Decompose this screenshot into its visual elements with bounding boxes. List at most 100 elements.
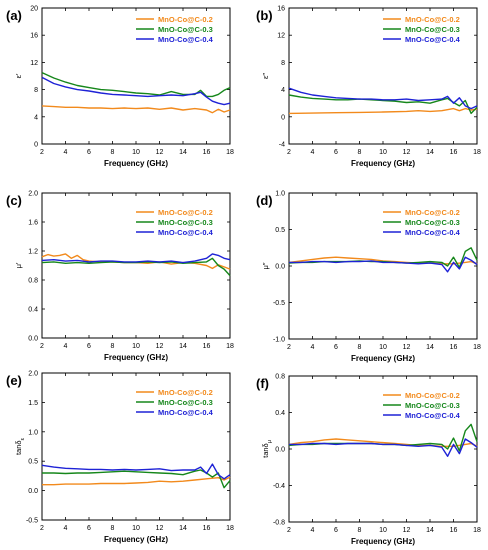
y-tick-label: 4 — [34, 114, 38, 121]
x-axis-label: Frequency (GHz) — [351, 537, 415, 546]
y-tick-label: -0.5 — [26, 518, 38, 525]
y-tick-label: 1.0 — [28, 429, 38, 436]
x-tick-label: 18 — [226, 525, 234, 532]
x-tick-label: 6 — [87, 149, 91, 156]
x-axis-label: Frequency (GHz) — [104, 535, 168, 544]
x-tick-label: 12 — [403, 344, 411, 351]
series-line — [41, 76, 231, 106]
x-tick-label: 14 — [179, 525, 187, 532]
legend-label: MnO-Co@C-0.4 — [158, 408, 214, 417]
x-tick-label: 10 — [132, 149, 140, 156]
series-line — [41, 105, 231, 114]
x-tick-label: 8 — [358, 149, 362, 156]
y-tick-label: 8 — [281, 60, 285, 67]
y-tick-label: 1.0 — [275, 191, 285, 198]
x-tick-label: 6 — [334, 344, 338, 351]
y-tick-label: 0 — [281, 114, 285, 121]
y-tick-label: 16 — [30, 33, 38, 40]
panel-label: (e) — [6, 373, 22, 388]
x-tick-label: 10 — [379, 344, 387, 351]
x-axis-label: Frequency (GHz) — [351, 354, 415, 363]
y-tick-label: -1.0 — [273, 337, 285, 344]
series-line — [41, 463, 231, 480]
y-axis-label: tanδε — [14, 437, 26, 455]
y-tick-label: -0.4 — [273, 483, 285, 490]
panel-label: (c) — [6, 193, 22, 208]
x-tick-label: 16 — [203, 149, 211, 156]
legend-label: MnO-Co@C-0.4 — [405, 411, 461, 420]
series-line — [41, 253, 231, 264]
y-tick-label: 2.0 — [28, 371, 38, 378]
x-tick-label: 18 — [473, 149, 481, 156]
x-tick-label: 16 — [450, 149, 458, 156]
series-line — [288, 94, 478, 115]
legend-label: MnO-Co@C-0.2 — [405, 208, 460, 217]
x-tick-label: 12 — [156, 149, 164, 156]
y-tick-label: 0.0 — [275, 264, 285, 271]
x-tick-label: 18 — [473, 527, 481, 534]
y-tick-label: 12 — [30, 60, 38, 67]
series-line — [41, 257, 231, 277]
y-tick-label: 16 — [277, 6, 285, 13]
chart-panel: 2 4 6 8 10 12 14 16 18 -0.5 0.0 0.5 1.0 1.5 2.0 Frequen… — [6, 371, 234, 545]
x-axis-label: Frequency (GHz) — [104, 159, 168, 168]
x-tick-label: 16 — [203, 525, 211, 532]
y-axis-label: ε′ — [14, 73, 23, 78]
y-axis-label: μ″ — [261, 262, 270, 269]
x-tick-label: 4 — [64, 149, 68, 156]
y-tick-label: 0.0 — [28, 488, 38, 495]
y-tick-label: 1.5 — [28, 400, 38, 407]
legend-label: MnO-Co@C-0.3 — [158, 218, 213, 227]
x-tick-label: 2 — [40, 149, 44, 156]
panel-label: (b) — [256, 8, 273, 23]
chart-panel: 2 4 6 8 10 12 14 16 18 -1.0 -0.5 0.0 0.5 1.0 Frequency… — [256, 191, 481, 364]
x-tick-label: 18 — [226, 343, 234, 350]
x-tick-label: 10 — [132, 343, 140, 350]
y-tick-label: -0.8 — [273, 520, 285, 527]
y-tick-label: 0.5 — [275, 227, 285, 234]
legend-label: MnO-Co@C-0.3 — [405, 25, 460, 34]
x-tick-label: 8 — [111, 149, 115, 156]
legend-label: MnO-Co@C-0.4 — [158, 35, 214, 44]
x-tick-label: 2 — [287, 149, 291, 156]
x-tick-label: 18 — [473, 344, 481, 351]
y-axis-label: ε″ — [261, 73, 270, 79]
x-tick-label: 8 — [358, 527, 362, 534]
x-tick-label: 6 — [87, 343, 91, 350]
x-tick-label: 14 — [179, 343, 187, 350]
x-tick-label: 8 — [111, 343, 115, 350]
legend-label: MnO-Co@C-0.3 — [405, 401, 460, 410]
chart-panel: 2 4 6 8 10 12 14 16 18 0.0 0.4 0.8 1.2 1.6 2.0 Frequenc… — [6, 191, 234, 363]
x-tick-label: 6 — [334, 149, 338, 156]
y-tick-label: 1.2 — [28, 249, 38, 256]
x-axis-label: Frequency (GHz) — [104, 353, 168, 362]
x-tick-label: 6 — [87, 525, 91, 532]
x-tick-label: 6 — [334, 527, 338, 534]
x-tick-label: 12 — [403, 149, 411, 156]
x-tick-label: 18 — [226, 149, 234, 156]
x-tick-label: 14 — [426, 527, 434, 534]
panel-label: (d) — [256, 193, 273, 208]
y-tick-label: 0.4 — [275, 410, 285, 417]
x-tick-label: 8 — [111, 525, 115, 532]
y-tick-label: 4 — [281, 87, 285, 94]
x-tick-label: 12 — [156, 525, 164, 532]
x-tick-label: 4 — [311, 149, 315, 156]
x-tick-label: 2 — [40, 525, 44, 532]
y-tick-label: -0.5 — [273, 300, 285, 307]
x-tick-label: 10 — [132, 525, 140, 532]
legend-label: MnO-Co@C-0.3 — [405, 218, 460, 227]
chart-panel: 2 4 6 8 10 12 14 16 18 -4 0 4 8 12 16 Frequency (GHz) ε″… — [256, 6, 481, 169]
chart-panel: 2 4 6 8 10 12 14 16 18 -0.8 -0.4 0.0 0.4 0.8 Frequency… — [256, 374, 481, 547]
y-axis-label: μ′ — [14, 262, 23, 268]
series-line — [288, 438, 478, 447]
x-tick-label: 4 — [311, 527, 315, 534]
legend-label: MnO-Co@C-0.2 — [405, 15, 460, 24]
x-axis-label: Frequency (GHz) — [351, 159, 415, 168]
y-tick-label: 8 — [34, 87, 38, 94]
series-line — [41, 71, 231, 98]
legend-label: MnO-Co@C-0.4 — [405, 35, 461, 44]
legend-label: MnO-Co@C-0.2 — [158, 388, 213, 397]
legend-label: MnO-Co@C-0.2 — [158, 208, 213, 217]
